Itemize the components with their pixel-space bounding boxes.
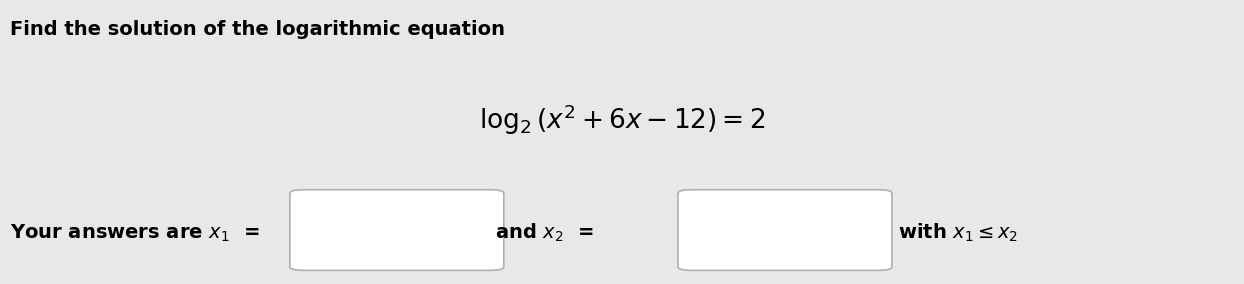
Text: $\log_2(x^2 + 6x - 12) = 2$: $\log_2(x^2 + 6x - 12) = 2$ [479,102,765,137]
Text: with $x_1 \leq x_2$: with $x_1 \leq x_2$ [898,222,1019,244]
Text: and $x_2$  =: and $x_2$ = [495,222,593,244]
Text: Find the solution of the logarithmic equation: Find the solution of the logarithmic equ… [10,20,505,39]
FancyBboxPatch shape [678,190,892,270]
FancyBboxPatch shape [290,190,504,270]
Text: Your answers are $x_1$  =: Your answers are $x_1$ = [10,222,259,244]
